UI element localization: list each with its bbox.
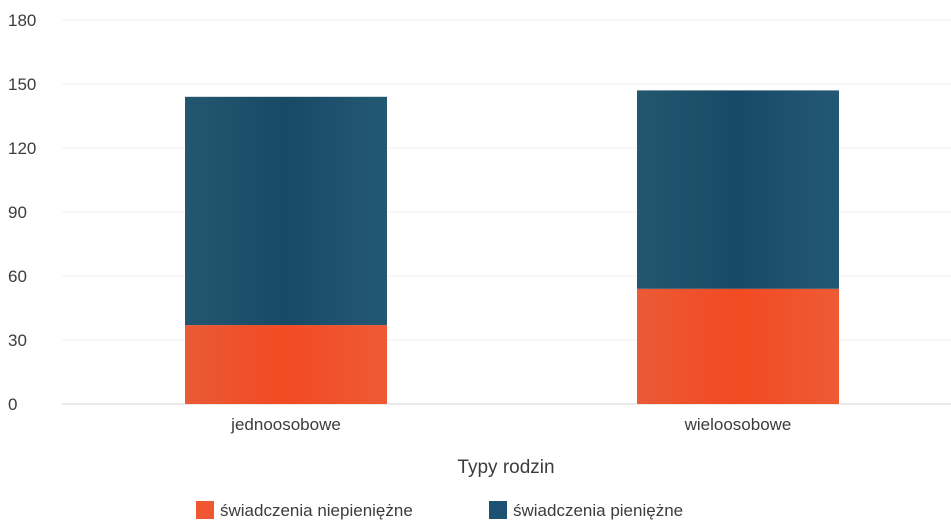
y-tick-label: 0 — [8, 395, 17, 414]
y-tick-label: 30 — [8, 331, 27, 350]
bar-segment-niepieniezne-jednoosobowe — [185, 325, 387, 404]
y-axis-ticks: 0 30 60 90 120 150 180 — [8, 11, 36, 414]
x-tick-label: jednoosobowe — [230, 415, 341, 434]
y-tick-label: 60 — [8, 267, 27, 286]
bar-segment-niepieniezne-wieloosobowe — [637, 288, 839, 404]
x-axis-title: Typy rodzin — [457, 457, 554, 478]
x-axis-ticks: jednoosobowe wieloosobowe — [230, 415, 791, 434]
y-tick-label: 150 — [8, 75, 36, 94]
legend: świadczenia niepieniężne świadczenia pien… — [196, 501, 683, 520]
y-tick-label: 120 — [8, 139, 36, 158]
legend-label: świadczenia pieniężne — [513, 501, 683, 520]
y-tick-label: 180 — [8, 11, 36, 30]
legend-swatch — [489, 501, 507, 519]
x-tick-label: wieloosobowe — [684, 415, 792, 434]
y-tick-label: 90 — [8, 203, 27, 222]
legend-label: świadczenia niepieniężne — [220, 501, 413, 520]
legend-swatch — [196, 501, 214, 519]
bars — [185, 90, 839, 404]
bar-segment-pieniezne-wieloosobowe — [637, 90, 839, 289]
bar-segment-pieniezne-jednoosobowe — [185, 96, 387, 326]
